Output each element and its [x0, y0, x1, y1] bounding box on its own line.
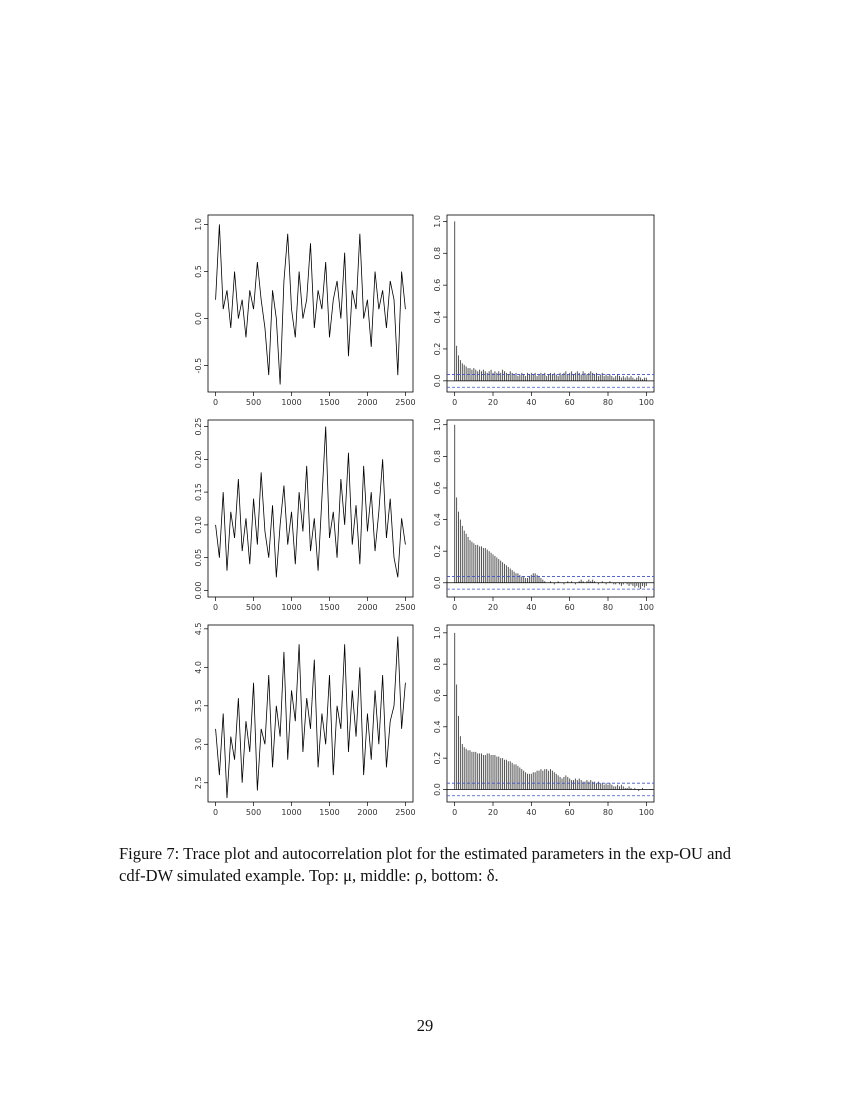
y-tick-label: 1.0 — [433, 626, 442, 639]
x-tick-label: 40 — [526, 603, 536, 612]
y-tick-label: 0.20 — [194, 450, 203, 468]
x-tick-label: 60 — [565, 808, 575, 817]
y-tick-label: 0.2 — [433, 752, 442, 765]
y-tick-label: 0.8 — [433, 247, 442, 260]
y-tick-label: 0.05 — [194, 549, 203, 567]
plot-frame — [446, 419, 655, 598]
y-tick-label: 0.2 — [433, 343, 442, 356]
x-tick-label: 20 — [488, 808, 498, 817]
y-tick-label: 0.5 — [194, 265, 203, 278]
y-tick-label: 0.6 — [433, 279, 442, 292]
trace-line — [215, 224, 406, 385]
page-number: 29 — [416, 1016, 434, 1035]
trace-line — [215, 426, 406, 578]
y-tick-label: 1.0 — [194, 218, 203, 231]
x-tick-label: 0 — [452, 808, 457, 817]
y-tick-label: 0.00 — [194, 582, 203, 600]
x-tick-label: 100 — [639, 603, 654, 612]
x-tick-label: 2500 — [395, 603, 415, 612]
plot-frame — [207, 214, 414, 393]
x-tick-label: 1000 — [281, 603, 301, 612]
y-tick-label: 4.5 — [194, 622, 203, 635]
x-tick-label: 2000 — [357, 398, 377, 407]
x-tick-label: 1500 — [319, 808, 339, 817]
x-tick-label: 500 — [246, 603, 261, 612]
plot-frame — [446, 624, 655, 803]
y-tick-label: 0.0 — [433, 374, 442, 387]
x-tick-label: 2500 — [395, 808, 415, 817]
y-tick-label: 4.0 — [194, 661, 203, 674]
y-tick-label: 2.5 — [194, 776, 203, 789]
y-tick-label: 0.0 — [194, 312, 203, 325]
x-tick-label: 500 — [246, 398, 261, 407]
x-tick-label: 2000 — [357, 808, 377, 817]
x-tick-label: 0 — [452, 398, 457, 407]
y-tick-label: 0.4 — [433, 720, 442, 733]
y-tick-label: 0.10 — [194, 516, 203, 534]
x-tick-label: 1000 — [281, 808, 301, 817]
y-tick-label: 0.4 — [433, 513, 442, 526]
x-tick-label: 2500 — [395, 398, 415, 407]
x-tick-label: 500 — [246, 808, 261, 817]
figure: 0 500 1000 1500 2000 2500-0.50.00.51.00 20 40 60… — [194, 214, 655, 817]
plot-frame — [207, 419, 414, 598]
x-tick-label: 80 — [603, 398, 613, 407]
x-tick-label: 1000 — [281, 398, 301, 407]
y-tick-label: 0.6 — [433, 689, 442, 702]
y-tick-label: 3.0 — [194, 738, 203, 751]
y-tick-label: 0.0 — [433, 783, 442, 796]
y-tick-label: 0.25 — [194, 418, 203, 436]
y-tick-label: 0.0 — [433, 576, 442, 589]
y-tick-label: 0.6 — [433, 482, 442, 495]
y-tick-label: 0.15 — [194, 483, 203, 501]
y-tick-label: 1.0 — [433, 215, 442, 228]
x-tick-label: 0 — [213, 603, 218, 612]
plot-frame — [446, 214, 655, 393]
x-tick-label: 0 — [452, 603, 457, 612]
x-tick-label: 40 — [526, 808, 536, 817]
x-tick-label: 80 — [603, 603, 613, 612]
y-tick-label: 1.0 — [433, 418, 442, 431]
x-tick-label: 80 — [603, 808, 613, 817]
x-tick-label: 2000 — [357, 603, 377, 612]
x-tick-label: 100 — [639, 808, 654, 817]
x-tick-label: 20 — [488, 398, 498, 407]
trace-line — [215, 636, 406, 799]
y-tick-label: 0.8 — [433, 450, 442, 463]
x-tick-label: 0 — [213, 808, 218, 817]
plot-frame — [207, 624, 414, 803]
caption: Figure 7: Trace plot and autocorrelation… — [119, 844, 731, 885]
x-tick-label: 1500 — [319, 603, 339, 612]
x-tick-label: 1500 — [319, 398, 339, 407]
x-tick-label: 100 — [639, 398, 654, 407]
x-tick-label: 60 — [565, 603, 575, 612]
y-tick-label: -0.5 — [194, 358, 203, 374]
x-tick-label: 40 — [526, 398, 536, 407]
y-tick-label: 0.4 — [433, 311, 442, 324]
y-tick-label: 0.2 — [433, 545, 442, 558]
x-tick-label: 0 — [213, 398, 218, 407]
x-tick-label: 20 — [488, 603, 498, 612]
y-tick-label: 0.8 — [433, 658, 442, 671]
x-tick-label: 60 — [565, 398, 575, 407]
y-tick-label: 3.5 — [194, 699, 203, 712]
